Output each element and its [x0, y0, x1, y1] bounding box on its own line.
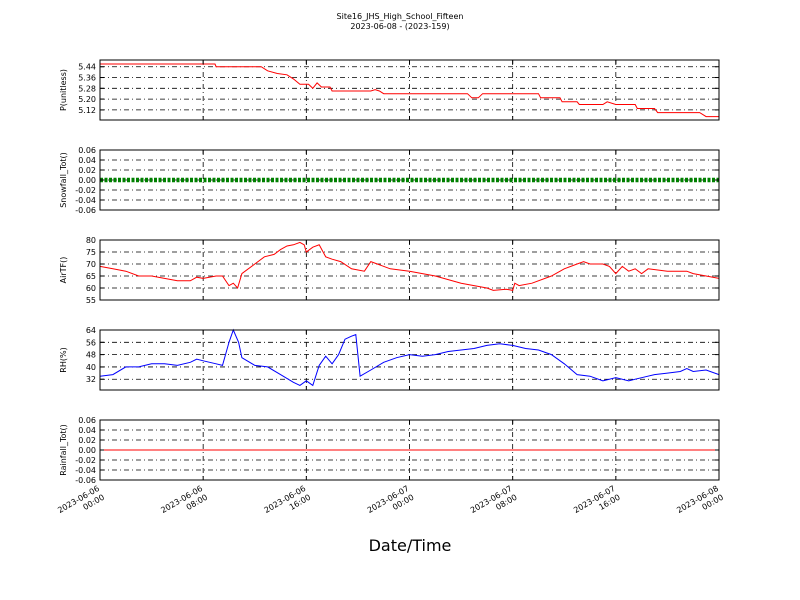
x-tick-label: 2023-06-0716:00 [572, 484, 622, 524]
y-axis-label: RH(%) [59, 347, 68, 372]
y-tick-label: 0.04 [78, 426, 96, 435]
x-tick-label: 2023-06-0800:00 [675, 484, 725, 524]
y-tick-label: 5.20 [78, 95, 96, 104]
panels-group: 5.445.365.285.205.12P(unitless)0.060.040… [59, 59, 720, 485]
x-tick-label: 2023-06-0608:00 [159, 484, 209, 524]
chart-subtitle: 2023-06-08 - (2023-159) [350, 22, 449, 31]
y-tick-label: 32 [86, 375, 96, 384]
x-axis-label: Date/Time [369, 536, 452, 555]
y-tick-label: -0.06 [75, 206, 96, 215]
y-axis-label: AirTF() [59, 257, 68, 284]
y-tick-label: -0.04 [75, 196, 96, 205]
y-tick-label: 0.00 [78, 176, 96, 185]
y-axis-label: P(unitless) [59, 69, 68, 111]
y-tick-label: -0.04 [75, 466, 96, 475]
x-tick-label: 2023-06-0600:00 [56, 484, 106, 524]
y-tick-label: 0.04 [78, 156, 96, 165]
y-tick-label: -0.02 [75, 456, 96, 465]
y-tick-label: 75 [86, 248, 96, 257]
y-tick-label: 5.12 [78, 106, 96, 115]
y-tick-label: 5.36 [78, 74, 96, 83]
y-tick-label: 5.44 [78, 63, 96, 72]
x-tick-label: 2023-06-0700:00 [366, 484, 416, 524]
y-tick-label: 0.02 [78, 166, 96, 175]
y-tick-label: 56 [86, 338, 96, 347]
y-tick-label: -0.02 [75, 186, 96, 195]
y-tick-label: 48 [86, 351, 96, 360]
panel-5: 0.060.040.020.00-0.02-0.04-0.06 Rainfall_… [59, 416, 720, 485]
y-axis-label: Rainfall_Tot() [59, 424, 68, 476]
panel-4: 64 56 48 40 32 RH(%) [59, 326, 720, 391]
series-line [99, 241, 720, 291]
y-tick-label: 65 [86, 272, 96, 281]
y-tick-label: 0.06 [78, 416, 96, 425]
x-tick-labels: 2023-06-0600:00 2023-06-0608:00 2023-06-06… [56, 484, 725, 524]
x-tick-label: 2023-06-0708:00 [469, 484, 519, 524]
y-tick-label: 40 [86, 363, 96, 372]
panel-2: 0.060.040.020.00-0.02-0.04-0.06 Snowfall_… [59, 146, 720, 215]
series-line [99, 328, 720, 387]
panel-3: 80 75 70 65 60 55 AirTF() [59, 236, 720, 305]
y-tick-label: 5.28 [78, 84, 96, 93]
y-tick-label: 0.06 [78, 146, 96, 155]
y-tick-label: 0.02 [78, 436, 96, 445]
y-tick-label: 80 [86, 236, 96, 245]
series-line [100, 63, 719, 118]
y-tick-label: -0.06 [75, 476, 96, 485]
y-tick-label: 70 [86, 260, 96, 269]
y-tick-label: 0.00 [78, 446, 96, 455]
chart-title: Site16_JHS_High_School_Fifteen [337, 12, 464, 21]
y-tick-label: 60 [86, 284, 96, 293]
y-tick-label: 64 [86, 326, 96, 335]
x-tick-label: 2023-06-0616:00 [263, 484, 313, 524]
y-axis-label: Snowfall_Tot() [59, 152, 68, 208]
y-tick-label: 55 [86, 296, 96, 305]
panel-1: 5.44 5.365.28 5.20 5.12 P(unitless) [59, 59, 720, 121]
